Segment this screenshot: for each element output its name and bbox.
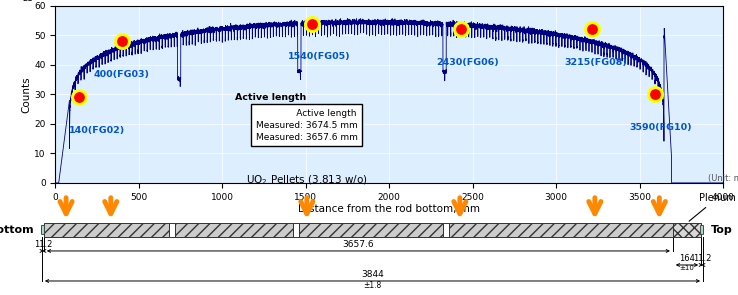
Text: Bottom: Bottom — [0, 225, 34, 235]
Y-axis label: Counts: Counts — [21, 76, 31, 113]
Text: 164: 164 — [679, 254, 695, 263]
Text: Active length: Active length — [235, 93, 307, 102]
Text: 400(FG03): 400(FG03) — [94, 70, 150, 79]
Bar — [443, 223, 449, 237]
Bar — [169, 223, 175, 237]
Text: 3215(FG08): 3215(FG08) — [565, 58, 627, 67]
FancyBboxPatch shape — [700, 225, 703, 235]
Text: ±10: ±10 — [680, 266, 694, 271]
Text: 3657.6: 3657.6 — [342, 240, 374, 249]
Bar — [299, 223, 443, 237]
Bar — [293, 223, 299, 237]
Text: Top: Top — [711, 225, 733, 235]
Bar — [44, 223, 169, 237]
Text: UO$_2$ Pellets (3.813 w/o): UO$_2$ Pellets (3.813 w/o) — [246, 173, 368, 187]
Text: 140(FG02): 140(FG02) — [69, 126, 125, 135]
Text: ±1.8: ±1.8 — [363, 281, 382, 291]
Text: 11.2: 11.2 — [34, 240, 52, 249]
Text: 3590(FG10): 3590(FG10) — [630, 123, 692, 132]
Text: 1540(FG05): 1540(FG05) — [287, 52, 350, 61]
X-axis label: Distance from the rod bottom, mm: Distance from the rod bottom, mm — [298, 204, 480, 214]
Bar — [449, 223, 673, 237]
Text: 21: 21 — [22, 0, 32, 3]
Text: Plenum: Plenum — [689, 193, 736, 221]
Text: (Unit: mm): (Unit: mm) — [708, 174, 738, 183]
Text: Active length
Measured: 3674.5 mm
Measured: 3657.6 mm: Active length Measured: 3674.5 mm Measur… — [255, 109, 358, 142]
Text: 11.2: 11.2 — [693, 254, 711, 263]
FancyBboxPatch shape — [41, 225, 44, 235]
Bar — [175, 223, 293, 237]
Bar — [673, 223, 701, 237]
Text: 3844: 3844 — [361, 270, 384, 279]
Text: 2430(FG06): 2430(FG06) — [436, 58, 499, 67]
